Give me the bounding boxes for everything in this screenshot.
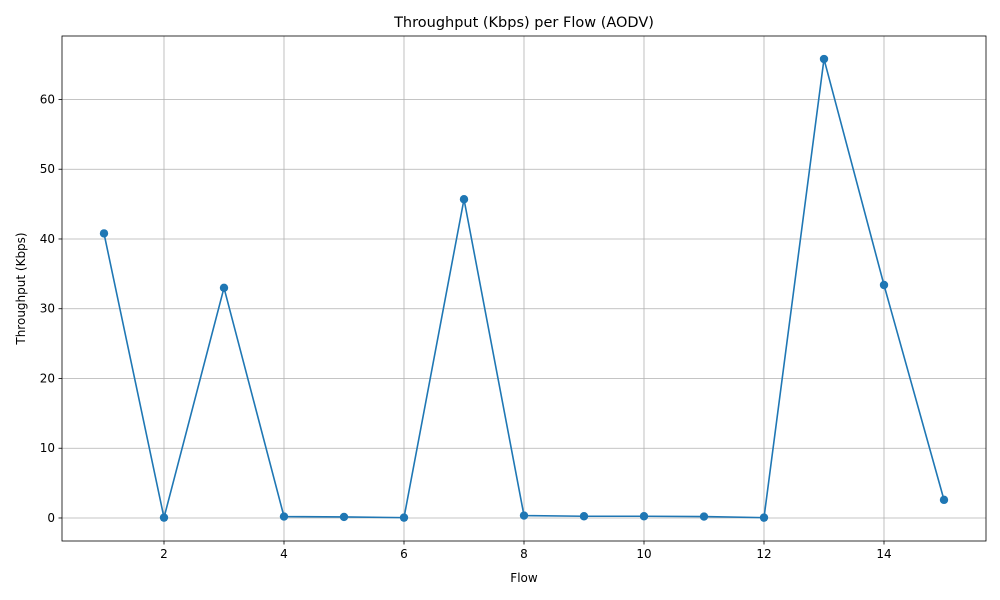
- data-point-flow-10: [639, 512, 649, 521]
- y-tick-label: 50: [40, 162, 55, 176]
- y-axis-label: Throughput (Kbps): [14, 232, 28, 345]
- plot-area: [99, 54, 949, 522]
- x-tick-label: 12: [756, 547, 771, 561]
- data-point-flow-3: [219, 283, 229, 293]
- chart-title: Throughput (Kbps) per Flow (AODV): [393, 15, 654, 31]
- x-axis-label: Flow: [510, 571, 538, 585]
- y-tick-label: 10: [40, 441, 55, 455]
- data-point-flow-8: [519, 511, 529, 520]
- data-point-flow-13: [819, 54, 829, 64]
- grid: [62, 36, 986, 541]
- data-point-flow-5: [339, 512, 349, 522]
- data-point-flow-2: [159, 513, 169, 522]
- y-tick-label: 30: [40, 302, 55, 316]
- x-tick-label: 4: [280, 547, 288, 561]
- data-point-flow-11: [699, 512, 709, 521]
- x-tick-label: 10: [636, 547, 651, 561]
- data-point-flow-12: [759, 513, 769, 522]
- data-point-flow-7: [459, 195, 469, 204]
- data-point-flow-6: [399, 513, 409, 522]
- x-tick-label: 8: [520, 547, 528, 561]
- data-point-flow-14: [879, 280, 889, 290]
- x-tick-label: 14: [876, 547, 891, 561]
- x-tick-label: 6: [400, 547, 408, 561]
- y-tick-label: 60: [40, 92, 55, 106]
- data-point-flow-4: [279, 512, 289, 521]
- y-tick-label: 20: [40, 371, 55, 385]
- ticks: 2 4 6 8 10 12 14 0 10 20 30 40 50 60: [40, 92, 892, 561]
- data-point-flow-15: [939, 495, 949, 505]
- data-point-flow-1: [99, 229, 109, 238]
- y-tick-label: 40: [40, 232, 55, 246]
- y-tick-label: 0: [47, 511, 55, 525]
- x-tick-label: 2: [160, 547, 168, 561]
- data-point-flow-9: [579, 512, 589, 521]
